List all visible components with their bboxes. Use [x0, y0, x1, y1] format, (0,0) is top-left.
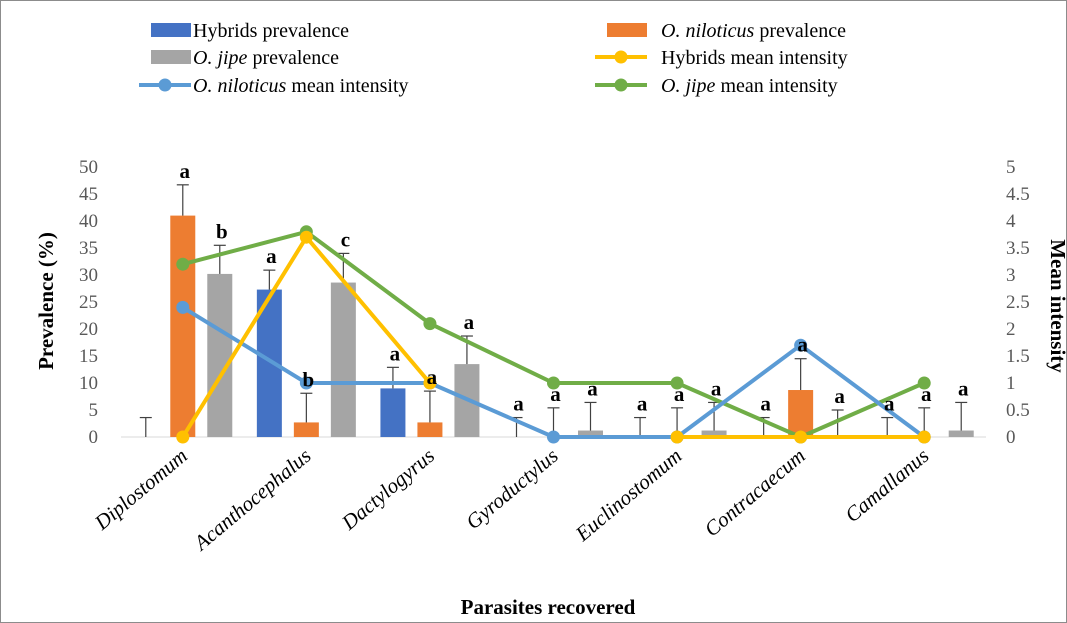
series-marker — [423, 317, 437, 331]
y-tick-label: 45 — [79, 184, 98, 205]
bar — [380, 388, 406, 437]
legend-label: O. niloticus prevalence — [661, 20, 846, 42]
legend-label: Hybrids mean intensity — [661, 47, 848, 69]
y2-axis-title: Mean intensity — [1046, 239, 1066, 373]
y2-tick-label: 0.5 — [1006, 400, 1030, 421]
significance-letter: a — [550, 382, 561, 406]
significance-letter: a — [797, 333, 808, 357]
series-marker — [670, 376, 684, 390]
y-tick-label: 40 — [79, 211, 98, 232]
y2-tick-label: 5 — [1006, 157, 1016, 178]
bar — [330, 282, 356, 437]
significance-letter: b — [303, 367, 315, 391]
legend-swatch — [151, 50, 191, 64]
significance-letter: c — [341, 227, 350, 251]
category-label: Euclinostomum — [570, 443, 686, 546]
y-axis-title: Prevalence (%) — [34, 232, 58, 370]
y-tick-label: 30 — [79, 265, 98, 286]
y2-tick-label: 2 — [1006, 319, 1016, 340]
category-label: Contracaecum — [700, 443, 810, 541]
category-label: Camallanus — [840, 443, 933, 527]
bar — [293, 422, 319, 437]
bar — [578, 430, 603, 437]
y-tick-label: 50 — [79, 157, 98, 178]
bar — [948, 430, 974, 437]
bar — [207, 273, 233, 437]
significance-letter: a — [390, 341, 401, 365]
y2-tick-label: 2.5 — [1006, 292, 1030, 313]
y-tick-label: 15 — [79, 346, 98, 367]
significance-letter: a — [674, 382, 685, 406]
x-axis-title: Parasites recovered — [461, 595, 636, 619]
significance-letter: a — [958, 376, 969, 400]
bar — [701, 430, 727, 437]
significance-letter: a — [266, 244, 277, 268]
significance-letter: a — [834, 384, 845, 408]
series-marker — [670, 430, 684, 444]
y-tick-label: 10 — [79, 373, 98, 394]
category-label: Diplostomum — [89, 443, 192, 535]
series-marker — [794, 430, 808, 444]
significance-letter: a — [921, 382, 932, 406]
y2-tick-label: 4 — [1006, 211, 1016, 232]
series-marker — [547, 376, 560, 390]
legend-label: Hybrids prevalence — [193, 20, 349, 42]
legend-label: O. jipe prevalence — [193, 47, 339, 69]
bar — [788, 390, 814, 437]
y-tick-label: 35 — [79, 238, 98, 259]
significance-letter: a — [513, 392, 524, 416]
legend-label: O. jipe mean intensity — [661, 75, 838, 97]
category-label: Acanthocephalus — [188, 443, 316, 556]
series-marker — [917, 430, 931, 444]
significance-letter: a — [180, 159, 191, 183]
y2-tick-label: 0 — [1006, 427, 1016, 448]
series-marker — [423, 376, 437, 390]
y2-tick-label: 1.5 — [1006, 346, 1030, 367]
legend-swatch — [607, 23, 647, 37]
y2-tick-label: 3.5 — [1006, 238, 1030, 259]
series-marker — [176, 257, 190, 271]
y2-tick-label: 3 — [1006, 265, 1016, 286]
category-label: Gyroductylus — [461, 443, 563, 534]
legend-label: O. niloticus mean intensity — [193, 75, 409, 97]
y-tick-label: 20 — [79, 319, 98, 340]
significance-letter: a — [427, 365, 438, 389]
y-tick-label: 0 — [89, 427, 99, 448]
bar — [170, 215, 196, 437]
significance-letter: a — [464, 310, 475, 334]
category-label: Dactylogyrus — [336, 443, 439, 535]
significance-letter: a — [587, 376, 598, 400]
significance-letter: a — [711, 376, 722, 400]
legend-swatch — [151, 23, 191, 37]
legend-marker — [614, 78, 628, 92]
series-marker — [176, 430, 190, 444]
series-marker — [299, 230, 313, 244]
significance-letter: a — [884, 392, 895, 416]
legend-marker — [614, 50, 628, 64]
significance-letter: a — [637, 392, 648, 416]
y2-tick-label: 1 — [1006, 373, 1016, 394]
y-tick-label: 5 — [89, 400, 99, 421]
legend-marker — [158, 78, 172, 92]
significance-letter: b — [216, 219, 228, 243]
series-marker — [917, 376, 931, 390]
bar — [417, 422, 443, 437]
significance-letter: a — [760, 392, 771, 416]
series-marker — [547, 430, 560, 444]
series-marker — [794, 338, 808, 352]
series-marker — [176, 300, 190, 314]
y2-tick-label: 4.5 — [1006, 184, 1030, 205]
y-tick-label: 25 — [79, 292, 98, 313]
series-marker — [299, 376, 313, 390]
